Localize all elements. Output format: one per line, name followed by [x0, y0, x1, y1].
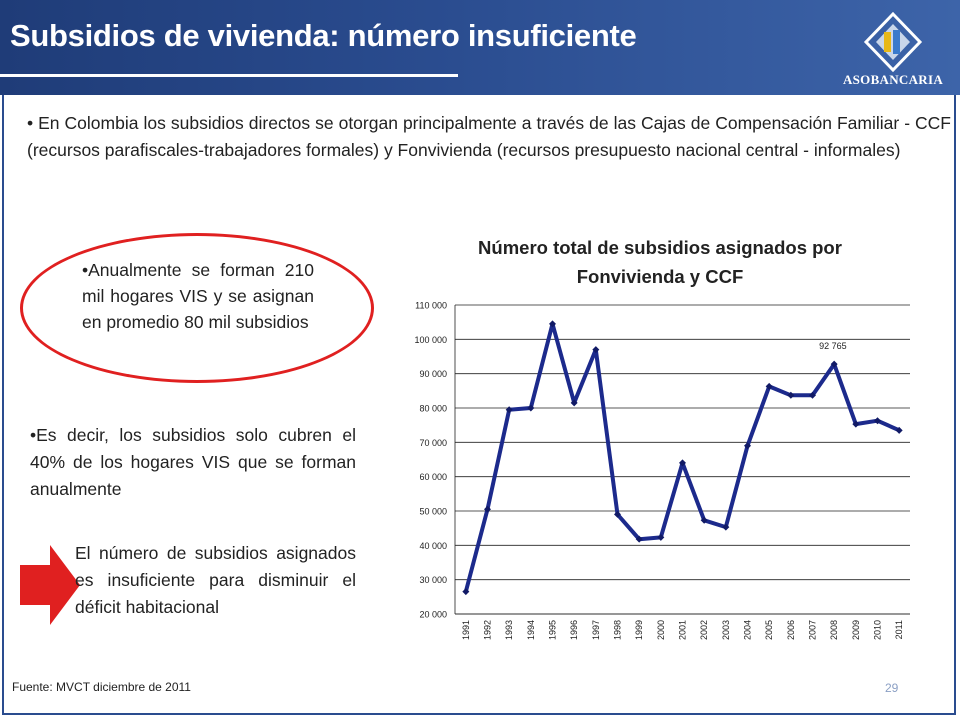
data-point — [874, 417, 881, 425]
asobancaria-logo: ASOBANCARIA — [838, 11, 948, 92]
y-tick-label: 60 000 — [419, 472, 447, 482]
content-frame — [2, 95, 956, 715]
data-point — [765, 382, 773, 390]
conclusion-text: El número de subsidios asignados es insu… — [75, 543, 356, 617]
x-tick-label: 2011 — [894, 620, 904, 639]
intro-paragraph: • En Colombia los subsidios directos se … — [27, 113, 951, 160]
x-tick-label: 2006 — [786, 620, 796, 640]
slide-title: Subsidios de vivienda: número insuficien… — [10, 18, 637, 53]
y-tick-label: 90 000 — [419, 369, 447, 379]
data-point — [462, 588, 470, 596]
x-tick-label: 2010 — [873, 620, 883, 640]
title-underline — [0, 74, 458, 77]
slide-header: Subsidios de vivienda: número insuficien… — [0, 0, 960, 95]
x-tick-label: 2001 — [678, 620, 688, 640]
x-tick-label: 2004 — [743, 620, 753, 640]
y-tick-label: 50 000 — [419, 507, 447, 517]
x-tick-label: 2003 — [721, 620, 731, 640]
data-label: 92 765 — [819, 341, 847, 351]
data-point — [744, 442, 751, 450]
x-tick-label: 2000 — [656, 620, 666, 640]
source-note: Fuente: MVCT diciembre de 2011 — [12, 680, 191, 694]
x-tick-label: 1995 — [548, 620, 558, 640]
x-tick-label: 1997 — [591, 620, 601, 640]
bullet-coverage: •Es decir, los subsidios solo cubren el … — [30, 425, 356, 499]
x-tick-label: 1998 — [613, 620, 623, 640]
y-tick-label: 20 000 — [419, 610, 447, 620]
y-tick-label: 30 000 — [419, 575, 447, 585]
subsidies-line-chart: 20 000 30 000 40 000 50 000 60 000 70 000 80 0… — [414, 301, 910, 640]
data-point — [657, 533, 665, 541]
data-point — [527, 404, 535, 412]
data-point — [809, 391, 816, 399]
y-tick-label: 70 000 — [419, 438, 447, 448]
data-point — [614, 510, 621, 518]
chart-title: Número total de subsidios asignados por … — [478, 237, 842, 287]
x-tick-label: 2008 — [829, 620, 839, 640]
bullet-annual-households: •Anualmente se forman 210 mil hogares VI… — [82, 260, 314, 332]
data-point — [635, 535, 643, 543]
data-point — [852, 420, 860, 428]
data-point — [830, 360, 838, 368]
logo-wordmark: ASOBANCARIA — [842, 72, 944, 87]
data-point — [700, 516, 708, 524]
y-tick-label: 80 000 — [419, 404, 447, 414]
x-tick-label: 2005 — [764, 620, 774, 640]
x-tick-label: 1994 — [526, 620, 536, 640]
y-tick-label: 100 000 — [414, 335, 447, 345]
x-tick-label: 1991 — [461, 620, 471, 640]
data-point — [592, 346, 600, 354]
x-tick-label: 1996 — [569, 620, 579, 640]
data-point — [505, 406, 513, 414]
data-point — [722, 523, 730, 531]
data-point — [895, 426, 903, 434]
highlight-oval — [20, 233, 374, 383]
right-arrow-icon — [20, 545, 80, 625]
data-point — [549, 320, 556, 328]
data-point — [484, 505, 491, 513]
x-tick-label: 2007 — [808, 620, 818, 640]
y-tick-label: 110 000 — [415, 301, 447, 311]
page-number: 29 — [885, 681, 899, 695]
y-tick-label: 40 000 — [419, 541, 447, 551]
x-tick-label: 2009 — [851, 620, 861, 640]
data-point — [787, 391, 795, 399]
data-point — [570, 399, 578, 407]
data-point — [679, 459, 686, 467]
diamond-logo-icon — [863, 11, 923, 73]
x-tick-label: 1993 — [504, 620, 514, 640]
x-tick-label: 1999 — [634, 620, 644, 640]
x-tick-label: 2002 — [699, 620, 709, 640]
x-tick-label: 1992 — [483, 620, 493, 640]
